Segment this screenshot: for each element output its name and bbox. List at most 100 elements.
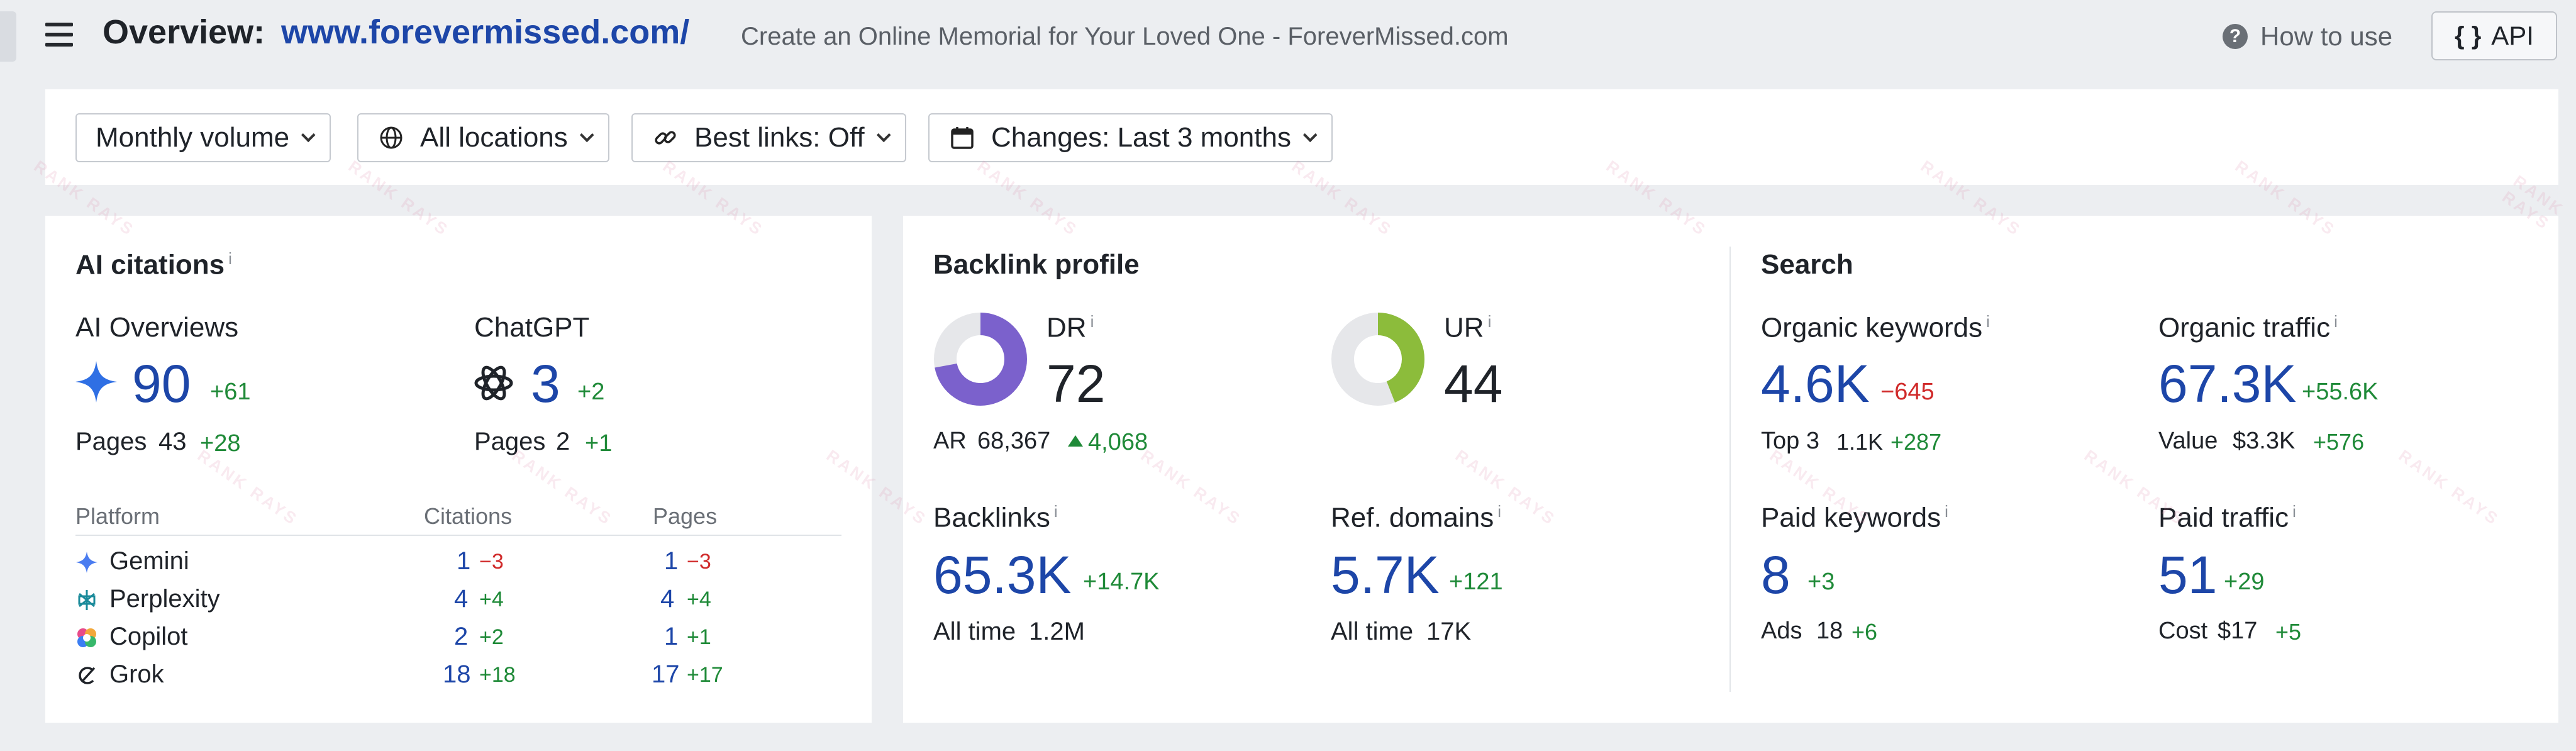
paid-keywords-delta: +3 <box>1807 569 1835 595</box>
chatgpt-delta: +2 <box>577 379 605 405</box>
ur-donut-chart <box>1331 313 1424 406</box>
info-icon[interactable]: i <box>2292 502 2296 521</box>
chatgpt-label: ChatGPT <box>474 312 590 343</box>
backlink-profile-title: Backlink profile <box>933 249 1140 280</box>
platform-row-copilot: Copilot 2 +2 1 +1 <box>75 618 841 655</box>
changes-period-dropdown[interactable]: Changes: Last 3 months <box>928 113 1333 162</box>
link-icon <box>652 124 679 152</box>
cost-label: Cost <box>2158 618 2208 644</box>
backlinks-value[interactable]: 65.3K <box>933 545 1072 604</box>
chatgpt-pages-value[interactable]: 2 <box>556 428 570 455</box>
ur-label: UR i <box>1444 312 1492 343</box>
info-icon[interactable]: i <box>228 249 232 268</box>
ar-label: AR <box>933 428 967 454</box>
pages-value[interactable]: 4 <box>660 585 675 613</box>
organic-keywords-value[interactable]: 4.6K <box>1761 354 1870 413</box>
locations-dropdown[interactable]: All locations <box>357 113 609 162</box>
organic-traffic-value[interactable]: 67.3K <box>2158 354 2297 413</box>
backlinks-all-time-value: 1.2M <box>1029 618 1085 645</box>
traffic-value-delta: +576 <box>2313 429 2365 455</box>
locations-label: All locations <box>420 122 568 153</box>
paid-traffic-label: Paid traffic i <box>2158 502 2296 533</box>
pages-delta: +17 <box>687 663 723 687</box>
pages-value[interactable]: 17 <box>652 660 680 688</box>
calendar-icon <box>948 124 976 152</box>
ai-citations-title: AI citations i <box>75 249 232 281</box>
copilot-icon <box>75 626 98 649</box>
citations-delta: −3 <box>479 550 504 574</box>
ai-overviews-value[interactable]: 90 <box>132 354 191 413</box>
paid-keywords-value[interactable]: 8 <box>1761 545 1790 604</box>
platform-row-perplexity: Perplexity 4 +4 4 +4 <box>75 580 841 618</box>
section-divider <box>1729 247 1731 692</box>
paid-traffic-value[interactable]: 51 <box>2158 545 2218 604</box>
pages-value[interactable]: 1 <box>664 623 679 650</box>
info-icon[interactable]: i <box>1945 502 1948 521</box>
ads-value[interactable]: 18 <box>1816 618 1843 644</box>
monthly-volume-dropdown[interactable]: Monthly volume <box>75 113 331 162</box>
how-to-use-link[interactable]: ? How to use <box>2223 18 2392 55</box>
info-icon[interactable]: i <box>1487 312 1492 331</box>
header-bar: Overview: www.forevermissed.com/ Create … <box>0 0 2576 72</box>
pages-value[interactable]: 1 <box>664 547 679 575</box>
best-links-dropdown[interactable]: Best links: Off <box>631 113 906 162</box>
paid-traffic-delta: +29 <box>2224 569 2265 595</box>
organic-keywords-delta: −645 <box>1880 379 1935 405</box>
ai-overviews-sparkle-icon <box>74 360 118 404</box>
perplexity-icon <box>75 589 98 611</box>
organic-traffic-label: Organic traffic i <box>2158 312 2338 343</box>
ref-domains-value[interactable]: 5.7K <box>1331 545 1440 604</box>
ur-value: 44 <box>1444 354 1503 413</box>
up-arrow-icon <box>1068 435 1083 447</box>
ads-delta: +6 <box>1852 619 1878 645</box>
platform-name: Gemini <box>109 547 189 575</box>
ads-label: Ads <box>1761 618 1802 644</box>
chevron-down-icon <box>876 128 891 143</box>
page-subtitle: Create an Online Memorial for Your Loved… <box>741 23 1509 50</box>
chevron-down-icon <box>579 128 594 143</box>
ref-domains-all-time-value: 17K <box>1426 618 1472 645</box>
chatgpt-value[interactable]: 3 <box>531 354 560 413</box>
ai-overviews-pages-delta: +28 <box>200 430 241 457</box>
info-icon[interactable]: i <box>1986 312 1990 331</box>
backlinks-label: Backlinks i <box>933 502 1058 533</box>
ar-value[interactable]: 68,367 <box>977 428 1051 454</box>
chatgpt-logo-icon <box>472 361 516 405</box>
ai-overviews-pages-label: Pages <box>75 428 147 455</box>
best-links-label: Best links: Off <box>694 122 865 153</box>
top3-value[interactable]: 1.1K <box>1836 429 1884 455</box>
citations-value[interactable]: 2 <box>454 623 469 650</box>
page-title-url-link[interactable]: www.forevermissed.com/ <box>281 13 690 51</box>
citations-delta: +2 <box>479 625 504 649</box>
chevron-down-icon <box>301 128 316 143</box>
platform-name: Copilot <box>109 623 188 650</box>
grok-icon <box>75 664 98 687</box>
organic-keywords-label: Organic keywords i <box>1761 312 1990 343</box>
citations-value[interactable]: 1 <box>457 547 471 575</box>
platform-name: Perplexity <box>109 585 220 613</box>
how-to-use-label: How to use <box>2260 21 2393 51</box>
ai-overviews-pages-value[interactable]: 43 <box>158 428 187 455</box>
info-icon[interactable]: i <box>1090 312 1094 331</box>
citations-value[interactable]: 4 <box>454 585 469 613</box>
ai-overviews-delta: +61 <box>210 379 251 405</box>
chatgpt-pages-label: Pages <box>474 428 546 455</box>
top3-delta: +287 <box>1890 429 1942 455</box>
info-icon[interactable]: i <box>2334 312 2338 331</box>
hamburger-menu-icon[interactable] <box>45 23 74 48</box>
citations-value[interactable]: 18 <box>443 660 471 688</box>
platform-row-gemini: Gemini 1 −3 1 −3 <box>75 542 841 580</box>
cost-value: $17 <box>2218 618 2258 644</box>
changes-period-label: Changes: Last 3 months <box>991 122 1291 153</box>
platform-table-header: Platform Citations Pages <box>75 503 841 536</box>
api-button[interactable]: { } API <box>2431 11 2557 60</box>
info-icon[interactable]: i <box>1053 502 1058 521</box>
info-icon[interactable]: i <box>1497 502 1502 521</box>
ar-delta: 4,068 <box>1088 429 1148 455</box>
globe-icon <box>377 124 405 152</box>
search-title: Search <box>1761 249 1853 280</box>
traffic-value-label: Value <box>2158 428 2218 454</box>
ai-citations-card <box>45 216 872 723</box>
gemini-icon <box>75 551 98 574</box>
side-panel-edge[interactable] <box>0 11 16 62</box>
